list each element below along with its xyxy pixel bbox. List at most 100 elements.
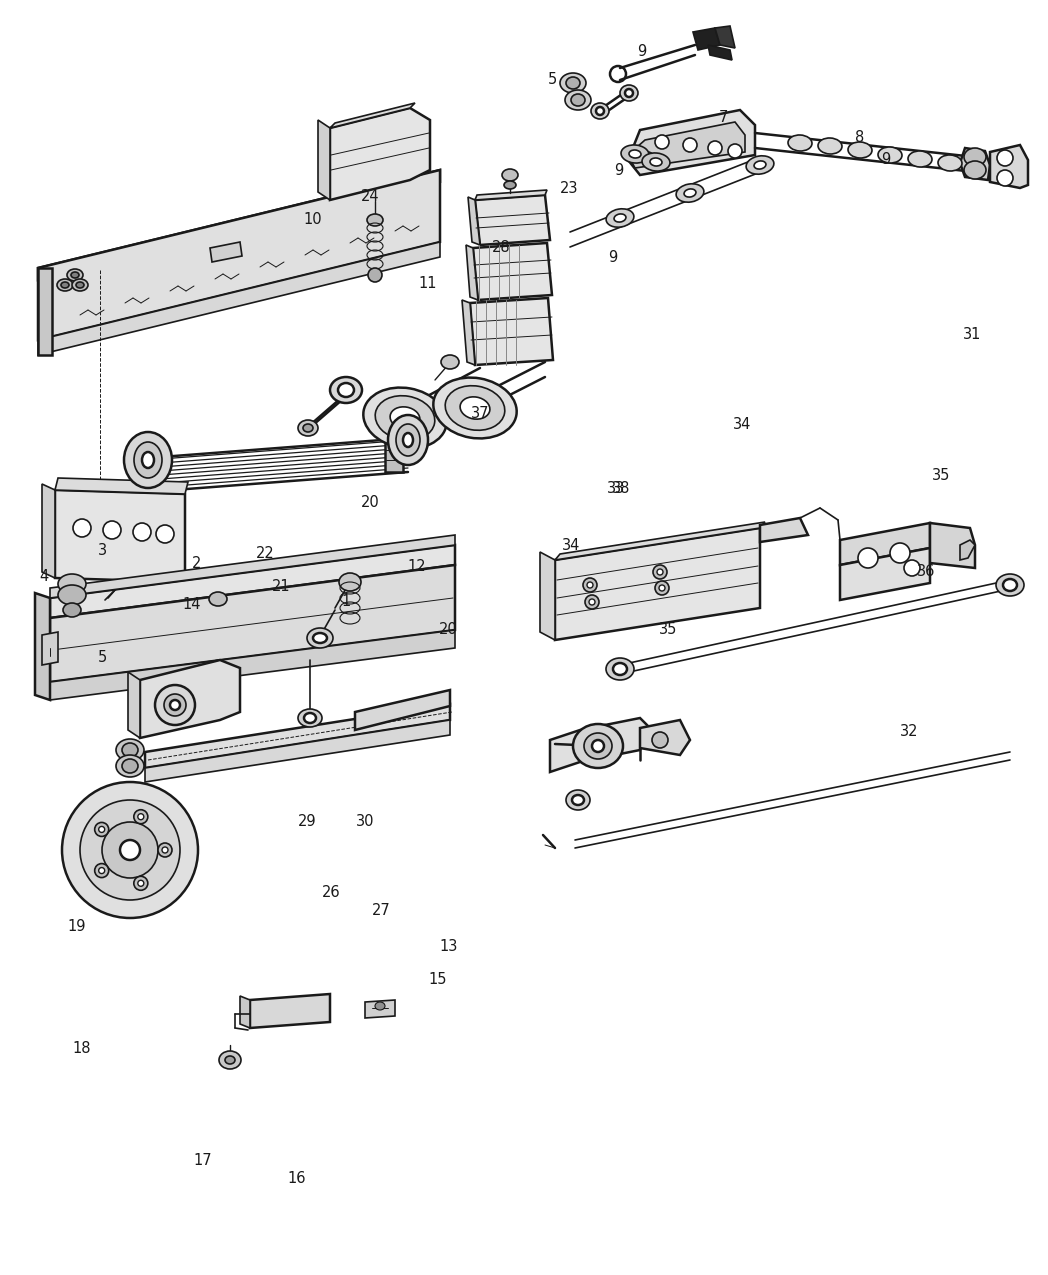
Polygon shape — [50, 565, 455, 682]
Polygon shape — [210, 242, 242, 261]
Ellipse shape — [848, 142, 872, 158]
Ellipse shape — [367, 214, 383, 226]
Polygon shape — [990, 145, 1028, 187]
Ellipse shape — [606, 658, 634, 680]
Ellipse shape — [642, 153, 670, 171]
Text: 34: 34 — [562, 538, 581, 553]
Ellipse shape — [560, 73, 586, 93]
Polygon shape — [54, 490, 185, 581]
Circle shape — [997, 150, 1013, 166]
Polygon shape — [38, 170, 440, 280]
Circle shape — [121, 840, 140, 861]
Polygon shape — [540, 552, 555, 640]
Polygon shape — [250, 994, 330, 1028]
Circle shape — [62, 782, 198, 918]
Polygon shape — [365, 1000, 395, 1017]
Ellipse shape — [584, 733, 612, 759]
Text: 4: 4 — [40, 569, 48, 584]
Ellipse shape — [307, 629, 333, 648]
Polygon shape — [50, 536, 455, 598]
Polygon shape — [35, 593, 50, 700]
Text: 15: 15 — [429, 972, 447, 987]
Ellipse shape — [1003, 579, 1017, 592]
Polygon shape — [760, 518, 808, 542]
Ellipse shape — [303, 425, 313, 432]
Ellipse shape — [445, 386, 505, 430]
Circle shape — [94, 822, 109, 836]
Ellipse shape — [592, 740, 604, 752]
Text: 2: 2 — [193, 556, 201, 571]
Text: 10: 10 — [303, 212, 322, 227]
Text: 8: 8 — [855, 130, 864, 145]
Circle shape — [94, 863, 109, 877]
Polygon shape — [38, 170, 440, 340]
Ellipse shape — [606, 209, 634, 227]
Ellipse shape — [298, 709, 322, 727]
Circle shape — [655, 581, 669, 595]
Polygon shape — [960, 541, 975, 560]
Ellipse shape — [596, 107, 604, 115]
Circle shape — [163, 694, 185, 717]
Circle shape — [652, 732, 668, 748]
Polygon shape — [42, 632, 58, 666]
Ellipse shape — [441, 354, 459, 368]
Polygon shape — [555, 521, 765, 560]
Polygon shape — [470, 298, 553, 365]
Circle shape — [587, 581, 593, 588]
Polygon shape — [240, 996, 250, 1028]
Ellipse shape — [116, 755, 144, 776]
Ellipse shape — [58, 585, 86, 606]
Circle shape — [170, 700, 180, 710]
Ellipse shape — [650, 158, 662, 166]
Polygon shape — [693, 28, 720, 50]
Text: 29: 29 — [298, 813, 316, 829]
Ellipse shape — [938, 156, 962, 171]
Ellipse shape — [818, 138, 842, 154]
Circle shape — [99, 826, 105, 833]
Text: 37: 37 — [471, 405, 489, 421]
Text: 18: 18 — [72, 1040, 91, 1056]
Ellipse shape — [591, 103, 609, 119]
Ellipse shape — [396, 425, 420, 456]
Ellipse shape — [67, 269, 83, 280]
Polygon shape — [38, 242, 440, 354]
Text: 28: 28 — [492, 240, 510, 255]
Text: 5: 5 — [548, 71, 556, 87]
Text: 21: 21 — [271, 579, 290, 594]
Ellipse shape — [625, 89, 633, 97]
Polygon shape — [355, 690, 450, 731]
Ellipse shape — [908, 150, 932, 167]
Polygon shape — [475, 195, 550, 245]
Ellipse shape — [621, 145, 649, 163]
Text: 20: 20 — [439, 622, 458, 638]
Text: 9: 9 — [881, 152, 890, 167]
Circle shape — [73, 519, 91, 537]
Circle shape — [728, 144, 742, 158]
Text: 23: 23 — [560, 181, 578, 196]
Polygon shape — [54, 478, 188, 493]
Circle shape — [133, 523, 151, 541]
Ellipse shape — [364, 388, 446, 449]
Text: 14: 14 — [182, 597, 201, 612]
Circle shape — [653, 565, 667, 579]
Ellipse shape — [878, 147, 902, 163]
Ellipse shape — [964, 161, 986, 179]
Text: 24: 24 — [361, 189, 379, 204]
Ellipse shape — [996, 574, 1024, 595]
Circle shape — [683, 138, 697, 152]
Text: 9: 9 — [637, 43, 646, 59]
Ellipse shape — [614, 214, 626, 222]
Ellipse shape — [565, 91, 591, 110]
Ellipse shape — [298, 419, 318, 436]
Ellipse shape — [72, 279, 88, 291]
Polygon shape — [330, 103, 415, 128]
Polygon shape — [628, 122, 745, 168]
Text: 27: 27 — [372, 903, 391, 918]
Polygon shape — [38, 268, 52, 354]
Ellipse shape — [219, 1051, 241, 1068]
Circle shape — [138, 813, 144, 820]
Text: 36: 36 — [917, 564, 936, 579]
Ellipse shape — [71, 272, 79, 278]
Circle shape — [138, 880, 144, 886]
Ellipse shape — [788, 135, 812, 150]
